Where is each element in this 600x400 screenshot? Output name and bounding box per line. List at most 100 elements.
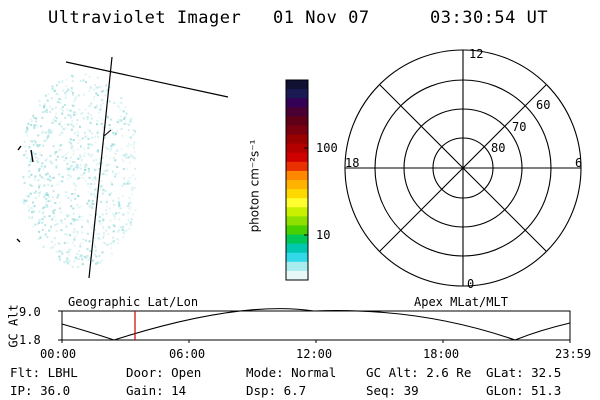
emission-pixel	[38, 99, 41, 102]
emission-pixel	[68, 254, 70, 257]
emission-pixel	[73, 182, 76, 185]
emission-pixel	[77, 167, 79, 170]
emission-pixel	[85, 239, 88, 242]
emission-pixel	[69, 109, 72, 112]
emission-pixel	[38, 185, 41, 188]
x-tick-label-0600: 06:00	[169, 347, 206, 361]
emission-pixel	[47, 183, 50, 186]
emission-pixel	[56, 183, 59, 186]
emission-pixel	[39, 235, 42, 238]
colorbar-band	[286, 98, 308, 108]
emission-pixel	[101, 192, 104, 195]
emission-pixel	[72, 169, 75, 172]
limb-marks	[16, 145, 34, 243]
emission-pixel	[65, 191, 68, 194]
emission-pixel	[79, 145, 82, 148]
emission-pixel	[100, 179, 103, 182]
emission-pixel	[50, 241, 53, 243]
emission-pixel	[58, 98, 61, 100]
emission-pixel	[54, 89, 57, 92]
emission-pixel	[74, 96, 77, 99]
emission-pixel	[71, 74, 73, 77]
emission-pixel	[50, 130, 53, 133]
emission-pixel	[103, 169, 106, 172]
instrument-title: Ultraviolet Imager	[48, 8, 242, 28]
emission-pixel	[49, 229, 52, 231]
emission-pixel	[38, 187, 40, 190]
colorbar	[286, 80, 308, 281]
emission-pixel	[113, 225, 116, 228]
emission-pixel	[79, 164, 82, 166]
emission-pixel	[132, 134, 135, 136]
emission-pixel	[48, 131, 51, 134]
emission-pixel	[75, 123, 78, 125]
emission-pixel	[95, 262, 98, 265]
emission-pixel	[87, 191, 90, 194]
emission-pixel	[49, 105, 52, 108]
emission-pixel	[25, 195, 28, 198]
emission-pixel	[96, 163, 99, 166]
emission-pixel	[106, 148, 109, 151]
emission-pixel	[52, 246, 54, 249]
emission-pixel	[111, 183, 114, 186]
emission-pixel	[128, 197, 131, 199]
emission-pixel	[82, 238, 85, 241]
emission-pixel	[112, 230, 115, 233]
emission-pixel	[52, 145, 55, 148]
emission-pixel	[129, 161, 131, 164]
emission-pixel	[45, 233, 48, 236]
emission-pixel	[116, 238, 119, 241]
emission-pixel	[32, 225, 35, 228]
emission-pixel	[66, 108, 69, 111]
emission-pixel	[118, 121, 121, 124]
emission-pixel	[96, 123, 98, 126]
emission-pixel	[75, 229, 77, 232]
emission-pixel	[97, 135, 100, 138]
emission-pixel	[75, 95, 78, 98]
emission-pixel	[123, 122, 126, 125]
emission-pixel	[118, 218, 121, 221]
emission-pixel	[102, 227, 105, 230]
emission-pixel	[76, 231, 79, 233]
x-tick-label-1800: 18:00	[423, 347, 460, 361]
emission-pixel	[37, 145, 40, 148]
emission-pixel	[66, 233, 69, 236]
emission-pixel	[105, 201, 108, 204]
emission-pixel	[124, 106, 127, 109]
emission-pixel	[91, 179, 94, 182]
emission-pixel	[37, 161, 40, 164]
emission-pixel	[101, 213, 104, 216]
emission-pixel	[73, 100, 76, 103]
emission-pixel	[94, 135, 97, 138]
emission-pixel	[96, 76, 99, 79]
emission-pixel	[110, 145, 113, 148]
emission-pixel	[43, 215, 46, 218]
emission-pixel	[88, 256, 91, 259]
emission-pixel	[134, 177, 137, 180]
emission-pixel	[107, 232, 110, 235]
emission-pixel	[91, 199, 94, 202]
emission-pixel	[69, 166, 72, 169]
emission-pixel	[65, 225, 68, 228]
emission-pixel	[105, 229, 108, 232]
emission-pixel	[50, 205, 53, 208]
emission-pixel	[94, 141, 97, 144]
emission-pixel	[40, 165, 43, 168]
emission-pixel	[64, 123, 67, 126]
emission-pixel	[132, 129, 135, 131]
emission-pixel	[112, 156, 115, 159]
emission-pixel	[64, 94, 67, 97]
emission-pixel	[98, 111, 101, 114]
emission-pixel	[61, 251, 64, 254]
colorbar-frame	[285, 79, 309, 281]
colorbar-band	[286, 116, 308, 127]
colorbar-band	[286, 134, 308, 145]
emission-pixel	[86, 202, 89, 205]
emission-pixel	[110, 143, 113, 146]
emission-pixel	[34, 124, 37, 126]
emission-pixel	[41, 162, 44, 165]
emission-pixel	[85, 256, 88, 259]
emission-pixel	[114, 214, 117, 217]
emission-pixel	[67, 197, 70, 200]
emission-pixel	[127, 156, 130, 159]
